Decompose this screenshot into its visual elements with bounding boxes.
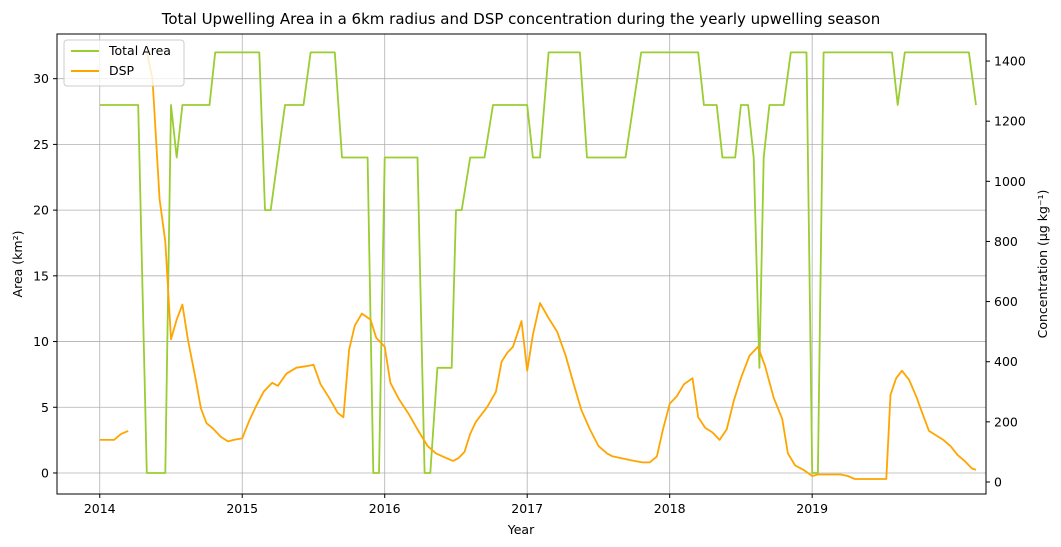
y-left-tick-label: 15 <box>33 268 49 283</box>
plot-frame <box>56 33 987 495</box>
y-left-tick-label: 0 <box>41 465 49 480</box>
legend-label-total-area: Total Area <box>108 43 171 58</box>
x-tick-label: 2014 <box>84 501 116 516</box>
y-axis-right: 0 200 400 600 800 1000 1200 1400 <box>986 54 1026 489</box>
y-right-tick-label: 1200 <box>994 114 1026 129</box>
grid <box>57 34 986 494</box>
y-right-tick-label: 0 <box>994 474 1002 489</box>
y-left-tick-label: 5 <box>41 400 49 415</box>
y-axis-left: 0 5 10 15 20 25 30 <box>33 71 57 480</box>
y-right-tick-label: 400 <box>994 354 1018 369</box>
x-tick-label: 2015 <box>226 501 258 516</box>
x-axis: 2014 2015 2016 2017 2018 2019 <box>84 494 828 516</box>
series-layer <box>99 51 977 480</box>
y-left-tick-label: 10 <box>33 334 49 349</box>
y-right-tick-label: 800 <box>994 234 1018 249</box>
x-tick-label: 2016 <box>369 501 401 516</box>
legend-label-dsp: DSP <box>109 63 135 78</box>
y-right-tick-label: 1400 <box>994 54 1026 69</box>
y-axis-right-label: Concentration (µg kg⁻¹) <box>1035 190 1050 339</box>
x-tick-label: 2018 <box>654 501 686 516</box>
chart-title: Total Upwelling Area in a 6km radius and… <box>161 10 880 28</box>
y-left-tick-label: 20 <box>33 203 49 218</box>
y-left-tick-label: 30 <box>33 71 49 86</box>
x-tick-label: 2017 <box>511 501 543 516</box>
x-axis-label: Year <box>507 522 535 537</box>
y-right-tick-label: 200 <box>994 414 1018 429</box>
series-line-dsp <box>145 51 977 480</box>
y-left-tick-label: 25 <box>33 137 49 152</box>
series-line-dsp <box>99 430 129 441</box>
y-right-tick-label: 600 <box>994 294 1018 309</box>
y-right-tick-label: 1000 <box>994 174 1026 189</box>
legend: Total Area DSP <box>63 39 185 87</box>
y-axis-left-label: Area (km²) <box>10 231 25 298</box>
x-tick-label: 2019 <box>796 501 828 516</box>
series-line-total-area <box>99 51 977 474</box>
